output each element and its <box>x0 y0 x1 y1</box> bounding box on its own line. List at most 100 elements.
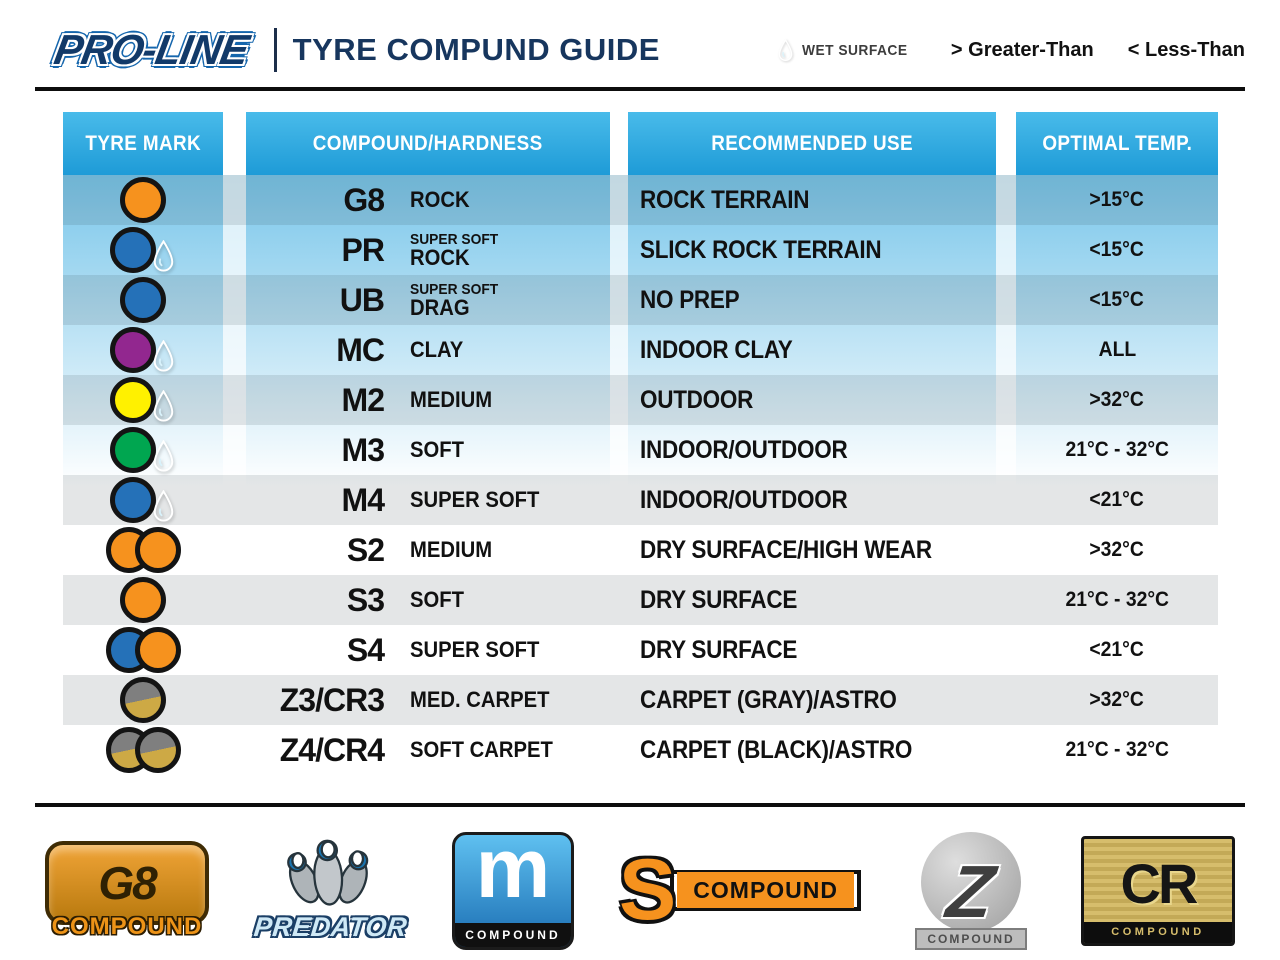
table-body: G8 ROCK ROCK TERRAIN >15°C PR SUPER SOFT… <box>63 175 1218 775</box>
compound-code: Z3/CR3 <box>279 681 385 718</box>
z-compound-label: COMPOUND <box>915 927 1027 950</box>
page-title: TYRE COMPUND GUIDE <box>292 32 660 67</box>
tyre-circle-green <box>110 427 156 473</box>
m-logo-badge: m COMPOUND <box>451 831 574 950</box>
compound-guide-table: TYRE MARK COMPOUND/HARDNESS RECOMMENDED … <box>63 112 1218 775</box>
compound-logos-row: G8 COMPOUND PREDATOR <box>45 828 1235 953</box>
recommended-use: CARPET (BLACK)/ASTRO <box>640 735 913 764</box>
tyre-circle-purple <box>110 327 156 373</box>
wet-surface-droplet-icon <box>151 490 176 523</box>
column-header-compound-hardness: COMPOUND/HARDNESS <box>246 112 610 175</box>
wet-surface-droplet-icon <box>151 440 176 473</box>
hardness-label: SUPER SOFT <box>410 637 540 662</box>
recommended-use: INDOOR CLAY <box>640 335 793 364</box>
title-divider <box>273 28 277 72</box>
compound-code: PR <box>341 231 385 268</box>
hardness-label: MEDIUM <box>410 537 493 562</box>
tyre-mark <box>110 427 176 473</box>
table-row-m2: M2 MEDIUM OUTDOOR >32°C <box>63 375 1218 425</box>
tyre-circle-carpet <box>134 727 181 773</box>
compound-code: S4 <box>346 631 385 668</box>
hardness-label: ROCK <box>410 244 470 270</box>
column-gap-bar <box>610 175 628 775</box>
tyre-mark <box>110 377 176 423</box>
hardness-label: DRAG <box>410 294 470 320</box>
recommended-use: DRY SURFACE <box>640 635 798 664</box>
g8-logo-badge: G8 <box>45 840 209 925</box>
g8-compound-label: COMPOUND <box>51 912 203 940</box>
tyre-circle-carpet <box>120 677 166 723</box>
predator-claw-icon <box>287 839 369 906</box>
compound-code: M4 <box>341 481 385 518</box>
table-row-pr: PR SUPER SOFT ROCK SLICK ROCK TERRAIN <15… <box>63 225 1218 275</box>
wet-surface-droplet-icon <box>151 340 176 373</box>
table-row-z3cr3: Z3/CR3 MED. CARPET CARPET (GRAY)/ASTRO >… <box>63 675 1218 725</box>
table-row-m3: M3 SOFT INDOOR/OUTDOOR 21°C - 32°C <box>63 425 1218 475</box>
column-gap-bar <box>223 175 246 775</box>
column-header-tyre-mark: TYRE MARK <box>63 112 223 175</box>
optimal-temp: 21°C - 32°C <box>1065 438 1169 461</box>
tyre-circle-orange <box>120 577 166 623</box>
hardness-label: ROCK <box>410 187 470 212</box>
recommended-use: SLICK ROCK TERRAIN <box>640 235 882 264</box>
recommended-use: ROCK TERRAIN <box>640 185 810 214</box>
tyre-mark <box>120 677 166 723</box>
recommended-use: OUTDOOR <box>640 385 754 414</box>
m-compound-label: COMPOUND <box>454 922 571 947</box>
compound-code: S2 <box>346 531 385 568</box>
tyre-mark <box>120 577 166 623</box>
recommended-use: NO PREP <box>640 285 740 314</box>
z-logo-badge: Z COMPOUND <box>906 831 1036 950</box>
table-row-s3: S3 SOFT DRY SURFACE 21°C - 32°C <box>63 575 1218 625</box>
tyre-circle-orange <box>134 527 181 573</box>
tyre-mark <box>120 177 166 223</box>
optimal-temp: <21°C <box>1089 638 1145 661</box>
compound-code: G8 <box>343 181 385 218</box>
predator-label: PREDATOR <box>252 912 409 942</box>
recommended-use: CARPET (GRAY)/ASTRO <box>640 685 897 714</box>
recommended-use: INDOOR/OUTDOOR <box>640 485 848 514</box>
table-row-g8: G8 ROCK ROCK TERRAIN >15°C <box>63 175 1218 225</box>
table-header-row: TYRE MARK COMPOUND/HARDNESS RECOMMENDED … <box>63 112 1218 175</box>
s-compound-bar: COMPOUND <box>670 869 862 911</box>
s-compound-logo: S COMPOUND <box>619 847 862 933</box>
legend-wet-surface: WET SURFACE <box>777 39 917 62</box>
header: PRO-LINE TYRE COMPUND GUIDE WET SURFACE … <box>51 18 1245 82</box>
wet-surface-droplet-icon <box>151 390 176 423</box>
tyre-circle-blue <box>110 477 156 523</box>
optimal-temp: <15°C <box>1089 288 1145 311</box>
hardness-label: MEDIUM <box>410 387 493 412</box>
table-row-z4cr4: Z4/CR4 SOFT CARPET CARPET (BLACK)/ASTRO … <box>63 725 1218 775</box>
tyre-circle-orange <box>120 177 166 223</box>
z-compound-logo: Z COMPOUND <box>906 831 1036 950</box>
tyre-mark <box>105 627 181 673</box>
hardness-label: SOFT <box>410 437 464 462</box>
tyre-mark <box>110 227 176 273</box>
optimal-temp: >15°C <box>1089 188 1145 211</box>
hardness-label-top: SUPER SOFT <box>410 280 499 298</box>
table-row-s2: S2 MEDIUM DRY SURFACE/HIGH WEAR >32°C <box>63 525 1218 575</box>
g8-compound-logo: G8 COMPOUND <box>45 840 209 941</box>
optimal-temp: ALL <box>1098 338 1136 361</box>
legend-less-than: < Less-Than <box>1127 38 1245 61</box>
table-row-mc: MC CLAY INDOOR CLAY ALL <box>63 325 1218 375</box>
legend: WET SURFACE > Greater-Than < Less-Than <box>777 39 1245 62</box>
wet-surface-label: WET SURFACE <box>802 41 908 59</box>
tyre-circle-blue <box>110 227 156 273</box>
compound-code: M2 <box>341 381 385 418</box>
compound-code: UB <box>339 281 385 318</box>
tyre-mark <box>110 327 176 373</box>
tyre-mark <box>120 277 166 323</box>
bottom-divider-rule <box>35 803 1245 807</box>
recommended-use: DRY SURFACE/HIGH WEAR <box>640 535 932 564</box>
s-compound-label: COMPOUND <box>677 871 855 908</box>
column-header-optimal-temp: OPTIMAL TEMP. <box>1016 112 1218 175</box>
tyre-circle-blue <box>120 277 166 323</box>
m-compound-logo: m COMPOUND <box>451 831 574 950</box>
hardness-label: MED. CARPET <box>410 687 550 712</box>
optimal-temp: 21°C - 32°C <box>1065 738 1169 761</box>
recommended-use: DRY SURFACE <box>640 585 798 614</box>
compound-code: M3 <box>341 431 385 468</box>
top-divider-rule <box>35 87 1245 91</box>
